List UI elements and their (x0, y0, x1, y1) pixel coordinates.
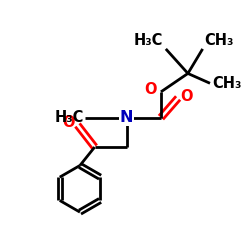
Text: H₃C: H₃C (54, 110, 84, 125)
Text: O: O (180, 89, 193, 104)
Text: CH₃: CH₃ (212, 76, 242, 91)
Text: H₃C: H₃C (134, 33, 163, 48)
Text: CH₃: CH₃ (204, 33, 233, 48)
Text: O: O (62, 115, 75, 130)
Text: O: O (145, 82, 157, 97)
Text: N: N (120, 110, 133, 125)
